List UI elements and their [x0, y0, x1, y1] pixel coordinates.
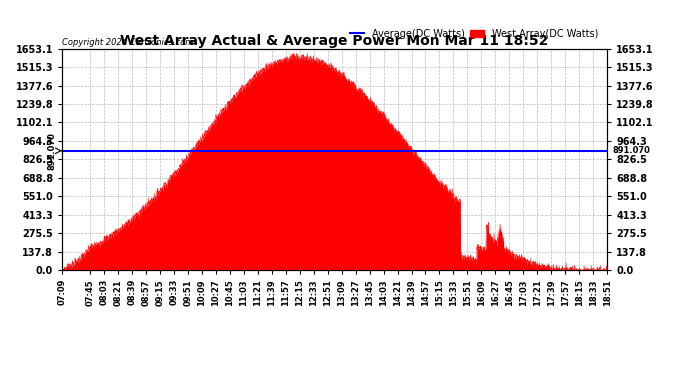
Text: 891.070: 891.070 [48, 132, 57, 170]
Legend: Average(DC Watts), West Array(DC Watts): Average(DC Watts), West Array(DC Watts) [346, 25, 602, 43]
Title: West Array Actual & Average Power Mon Mar 11 18:52: West Array Actual & Average Power Mon Ma… [121, 34, 549, 48]
Text: Copyright 2024 Cartronics.com: Copyright 2024 Cartronics.com [62, 38, 193, 46]
Text: 891.070: 891.070 [613, 146, 651, 155]
